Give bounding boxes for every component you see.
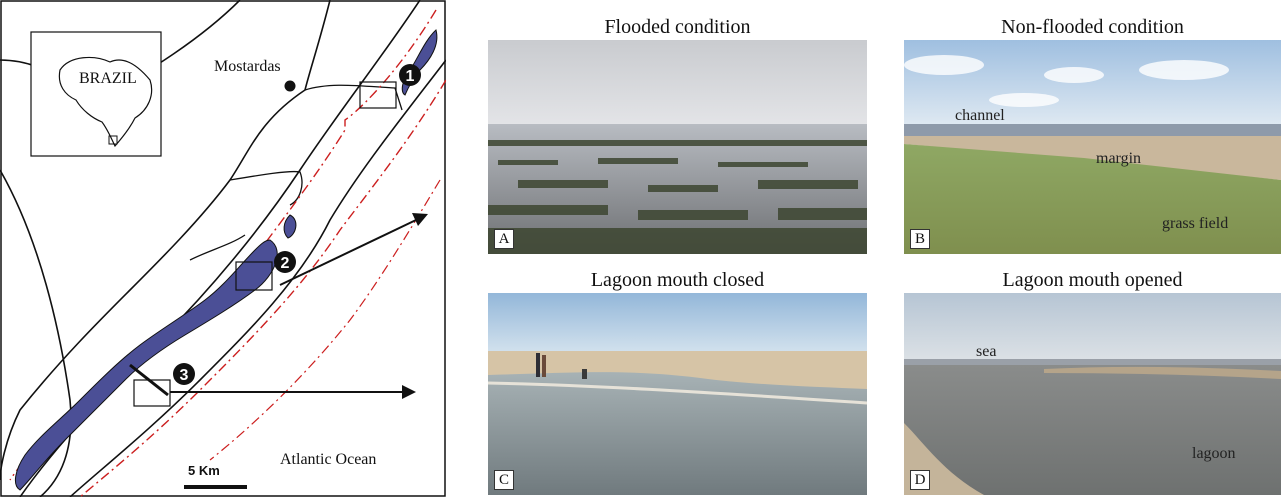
- ocean-label: Atlantic Ocean: [280, 451, 377, 468]
- panel-a-tag: A: [494, 229, 514, 249]
- label-margin: margin: [1096, 150, 1142, 167]
- arrow-to-panel-b: [279, 219, 417, 286]
- label-lagoon: lagoon: [1192, 445, 1236, 462]
- road: [189, 234, 246, 261]
- label-channel: channel: [955, 107, 1005, 124]
- scale-label: 5 Km: [188, 463, 220, 478]
- inner-shore: [0, 169, 72, 497]
- boundary-line: [79, 79, 446, 497]
- brazil-outline: [58, 56, 153, 148]
- panel-a-title: Flooded condition: [604, 16, 751, 38]
- panel-d-photo: sea lagoon D: [904, 293, 1281, 495]
- lagoon-main: [14, 239, 278, 491]
- site-number-3: 3: [180, 367, 189, 384]
- site-number-2: 2: [281, 255, 290, 272]
- site-marker-2: [274, 251, 296, 273]
- inset-study-box: [108, 135, 118, 145]
- road: [229, 170, 303, 206]
- panel-c-tag: C: [494, 470, 514, 490]
- study-area-map: 1 2 3 BRAZIL Mostardas Atlantic Ocean 5 …: [0, 0, 446, 497]
- arrow-head: [402, 385, 416, 399]
- lagoon-pond: [283, 214, 297, 239]
- arrow-head: [412, 213, 428, 226]
- town-marker: [284, 80, 296, 92]
- country-label: BRAZIL: [79, 70, 137, 87]
- site-number-1: 1: [406, 68, 415, 85]
- label-sea: sea: [976, 343, 997, 360]
- panel-b-tag: B: [910, 229, 930, 249]
- panel-d-title: Lagoon mouth opened: [1002, 269, 1183, 291]
- boundary-line: [209, 179, 441, 461]
- site-marker-1: [399, 64, 421, 86]
- town-label: Mostardas: [214, 58, 281, 75]
- site-marker-3: [173, 363, 195, 385]
- ocean-shore: [69, 59, 446, 497]
- panel-b-title: Non-flooded condition: [1001, 16, 1184, 38]
- label-grass-field: grass field: [1162, 215, 1229, 232]
- map-frame: [0, 0, 446, 497]
- panel-b-photo: channel margin grass field B: [904, 40, 1281, 254]
- panel-a-photo: A: [488, 40, 867, 254]
- brazil-inset: [30, 31, 162, 157]
- road: [304, 84, 403, 111]
- transect-line: [129, 363, 169, 397]
- panel-c-photo: C: [488, 293, 867, 495]
- site-box-2: [235, 261, 273, 291]
- site-box-1: [359, 81, 397, 109]
- panel-c-title: Lagoon mouth closed: [590, 269, 765, 291]
- map-canvas: 1 2 3: [0, 0, 446, 497]
- panel-d-tag: D: [910, 470, 930, 490]
